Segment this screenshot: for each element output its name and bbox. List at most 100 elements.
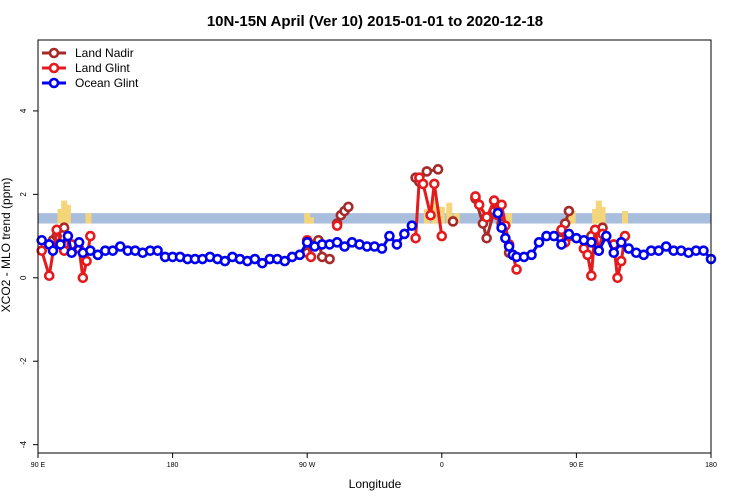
data-point — [533, 237, 545, 248]
data-point — [563, 228, 575, 240]
data-point — [436, 230, 448, 242]
legend-label: Land Glint — [75, 61, 130, 75]
data-point — [219, 255, 231, 267]
data-point — [488, 195, 500, 206]
y-tick-label: 0 — [19, 275, 28, 280]
data-point — [615, 237, 627, 248]
data-point — [593, 245, 605, 256]
x-tick-label: 90 E — [569, 462, 584, 469]
y-tick-label: 4 — [19, 108, 28, 113]
data-point — [660, 241, 672, 252]
data-point — [481, 232, 492, 244]
x-tick-label: 180 — [167, 462, 179, 469]
data-point — [43, 270, 55, 282]
legend-marker — [48, 77, 60, 89]
data-point — [548, 230, 560, 242]
legend-label: Land Nadir — [75, 46, 134, 60]
data-point — [608, 247, 620, 259]
data-point — [305, 251, 317, 263]
chart-title: 10N-15N April (Ver 10) 2015-01-01 to 202… — [207, 13, 543, 30]
data-point — [249, 253, 261, 265]
series-layer — [36, 164, 717, 284]
data-point — [114, 241, 126, 252]
band-highlight — [622, 211, 629, 224]
data-point — [384, 230, 395, 242]
legend-marker — [48, 47, 60, 59]
band-highlight — [307, 217, 314, 224]
data-point — [638, 249, 650, 261]
x-axis-label: Longitude — [349, 477, 402, 491]
data-point — [47, 245, 59, 256]
legend-item: Ocean Glint — [42, 76, 139, 90]
band-highlight — [446, 202, 453, 224]
data-point — [294, 249, 306, 261]
legend-item: Land Nadir — [42, 46, 134, 60]
series-line — [612, 235, 627, 280]
x-tick-label: 90 E — [31, 462, 46, 469]
data-point — [556, 224, 567, 236]
legend-marker — [48, 62, 60, 74]
data-point — [36, 245, 48, 256]
x-tick-label: 0 — [440, 462, 444, 469]
data-point — [500, 232, 511, 244]
y-tick-label: -4 — [19, 441, 28, 449]
data-point — [391, 239, 403, 250]
band-highlight — [599, 206, 606, 224]
data-point — [406, 220, 418, 231]
data-point — [66, 247, 77, 259]
reference-band — [38, 198, 711, 224]
data-point — [81, 255, 92, 267]
data-point — [623, 243, 635, 254]
band-highlight — [595, 200, 602, 224]
data-point — [331, 237, 343, 248]
data-point — [470, 191, 481, 202]
data-point — [586, 237, 597, 248]
band-highlight — [61, 200, 68, 224]
data-point — [421, 166, 433, 177]
band-highlight — [569, 211, 576, 224]
data-point — [586, 270, 597, 282]
legend-item: Land Glint — [42, 61, 130, 75]
x-tick-label: 180 — [705, 462, 717, 469]
series-land-glint — [36, 172, 631, 284]
series-line — [414, 176, 444, 239]
band-highlight — [438, 206, 445, 224]
data-point — [447, 216, 459, 227]
data-point — [324, 253, 335, 265]
data-point — [612, 272, 623, 284]
data-point — [301, 237, 313, 248]
data-point — [492, 207, 504, 219]
band-highlight — [57, 208, 64, 224]
data-point — [511, 264, 522, 275]
data-point — [417, 178, 429, 190]
data-point — [92, 249, 104, 261]
data-point — [601, 230, 612, 242]
data-point — [698, 245, 709, 256]
data-point — [526, 249, 537, 261]
data-point — [481, 211, 492, 223]
data-point — [279, 255, 291, 267]
data-point — [107, 245, 119, 256]
data-point — [582, 249, 593, 261]
data-point — [55, 239, 66, 250]
band-highlight — [565, 213, 572, 224]
y-axis-label: XCO2 - MLO trend (ppm) — [0, 178, 13, 313]
data-point — [615, 255, 627, 267]
plot-frame — [37, 39, 712, 454]
data-point — [563, 205, 575, 217]
band-highlight — [64, 204, 71, 224]
data-point — [503, 241, 515, 252]
data-point — [343, 201, 354, 213]
data-point — [425, 209, 436, 221]
data-point — [51, 224, 62, 236]
series-ocean-glint — [36, 207, 717, 269]
data-point — [653, 245, 664, 256]
data-point — [85, 230, 96, 242]
band-rect — [38, 213, 711, 224]
band-highlight — [431, 198, 438, 224]
band-highlight — [506, 213, 513, 224]
y-tick-label: 2 — [19, 192, 28, 197]
data-point — [473, 199, 485, 211]
